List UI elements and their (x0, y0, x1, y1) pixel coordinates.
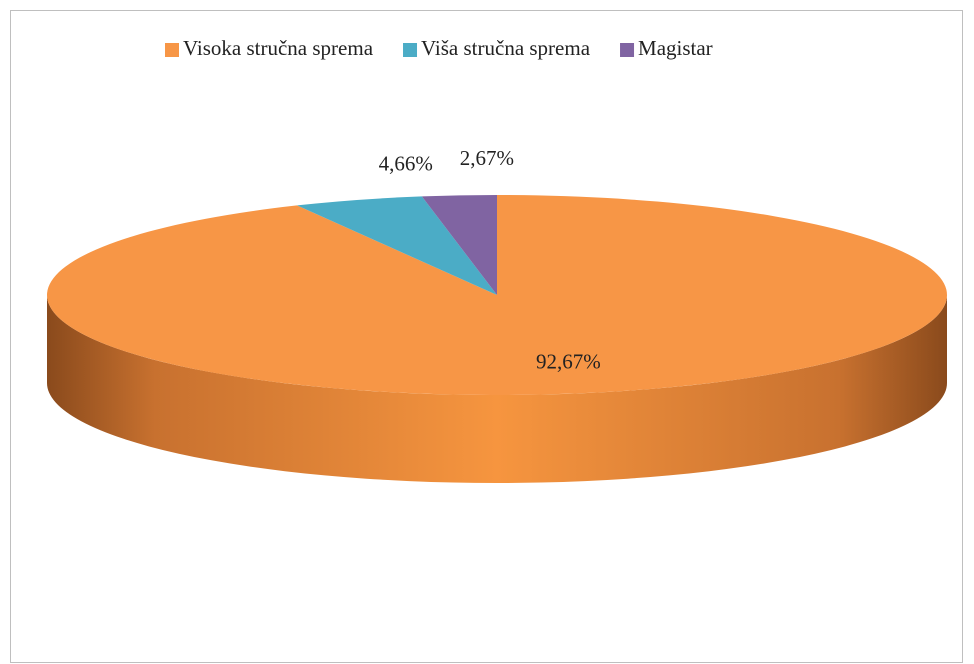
legend-label: Magistar (638, 36, 713, 60)
legend-swatch (165, 43, 179, 57)
data-label: 4,66% (379, 151, 433, 175)
data-label: 2,67% (460, 146, 514, 170)
pie-slice (47, 195, 948, 396)
data-label: 92,67% (536, 349, 601, 373)
legend-swatch (403, 43, 418, 57)
pie-slice (296, 196, 497, 295)
pie-side (47, 295, 947, 483)
legend-label: Visoka stručna sprema (183, 36, 374, 60)
pie-slice (421, 195, 497, 295)
legend-label: Viša stručna sprema (421, 36, 591, 60)
legend-swatch (620, 43, 635, 57)
